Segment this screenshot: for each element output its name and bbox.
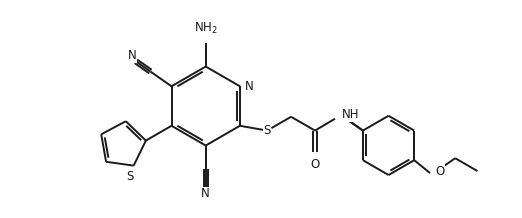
Text: N: N (127, 49, 136, 62)
Text: N: N (201, 187, 210, 200)
Text: NH$_2$: NH$_2$ (194, 21, 218, 36)
Text: S: S (264, 124, 271, 137)
Text: O: O (435, 165, 444, 178)
Text: S: S (126, 170, 134, 183)
Text: NH: NH (342, 108, 360, 121)
Text: O: O (311, 158, 319, 171)
Text: N: N (245, 80, 254, 93)
